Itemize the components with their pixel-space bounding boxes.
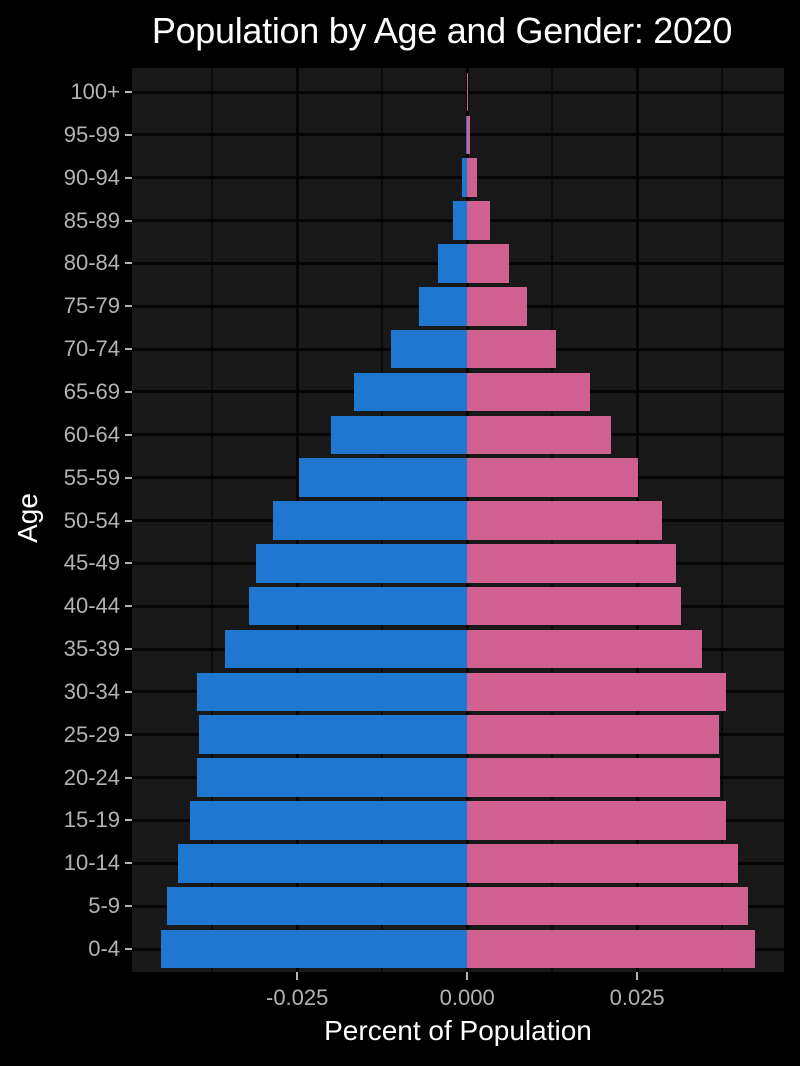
y-tick bbox=[125, 690, 132, 693]
y-tick bbox=[125, 176, 132, 179]
male-bar-75-79 bbox=[418, 286, 468, 326]
male-bar-55-59 bbox=[299, 458, 468, 497]
y-tick-label: 65-69 bbox=[63, 378, 120, 404]
y-tick-label: 90-94 bbox=[63, 164, 120, 190]
female-bar-70-74 bbox=[467, 329, 557, 369]
chart-title: Population by Age and Gender: 2020 bbox=[151, 10, 733, 51]
y-tick-label: 35-39 bbox=[63, 636, 120, 662]
y-tick bbox=[125, 433, 132, 436]
male-bar-60-64 bbox=[330, 415, 468, 455]
y-tick-label: 50-54 bbox=[63, 507, 120, 533]
female-bar-80-84 bbox=[467, 244, 510, 283]
x-tick bbox=[636, 972, 639, 980]
female-bar-30-34 bbox=[467, 672, 727, 712]
male-bar-15-19 bbox=[190, 801, 468, 840]
y-tick-label: 85-89 bbox=[63, 207, 120, 233]
female-bar-85-89 bbox=[467, 201, 491, 240]
y-tick-label: 40-44 bbox=[63, 593, 120, 619]
male-bar-0-4 bbox=[161, 929, 468, 969]
y-tick-label: 70-74 bbox=[63, 336, 120, 362]
y-tick-label: 75-79 bbox=[63, 293, 120, 319]
male-bar-35-39 bbox=[225, 629, 468, 669]
female-bar-20-24 bbox=[467, 758, 721, 797]
y-tick bbox=[125, 476, 132, 479]
male-bar-85-89 bbox=[452, 201, 468, 240]
x-tick-label: 0.025 bbox=[609, 985, 665, 1010]
female-bar-75-79 bbox=[467, 286, 527, 326]
y-tick bbox=[125, 862, 132, 865]
female-bar-0-4 bbox=[467, 929, 756, 969]
male-bar-80-84 bbox=[437, 244, 468, 283]
y-tick bbox=[125, 91, 132, 93]
x-tick-label: -0.025 bbox=[266, 985, 329, 1010]
y-tick bbox=[125, 733, 132, 736]
y-tick bbox=[125, 776, 132, 779]
y-tick bbox=[125, 305, 132, 308]
male-bar-65-69 bbox=[354, 372, 468, 412]
gridline-horizontal bbox=[132, 133, 784, 137]
y-tick-label: 60-64 bbox=[63, 421, 120, 447]
female-bar-60-64 bbox=[467, 415, 612, 455]
male-bar-10-14 bbox=[177, 844, 468, 883]
y-tick-label: 5-9 bbox=[88, 893, 120, 919]
x-axis-title: Percent of Population bbox=[324, 1015, 592, 1046]
male-bar-25-29 bbox=[199, 715, 468, 755]
male-bar-40-44 bbox=[248, 586, 468, 626]
y-tick bbox=[125, 390, 132, 393]
y-tick-label: 95-99 bbox=[63, 121, 120, 147]
male-bar-45-49 bbox=[256, 544, 468, 583]
y-tick bbox=[125, 948, 132, 950]
y-tick-label: 25-29 bbox=[63, 721, 120, 747]
y-tick-label: 55-59 bbox=[63, 464, 120, 490]
female-bar-40-44 bbox=[467, 586, 682, 626]
gridline-horizontal bbox=[132, 176, 784, 180]
female-bar-25-29 bbox=[467, 715, 720, 755]
female-bar-5-9 bbox=[467, 886, 748, 926]
y-tick bbox=[125, 905, 132, 908]
y-tick-label: 15-19 bbox=[63, 807, 120, 833]
female-bar-10-14 bbox=[467, 844, 739, 883]
y-tick bbox=[125, 262, 132, 265]
y-tick bbox=[125, 648, 132, 651]
female-bar-45-49 bbox=[467, 544, 676, 583]
y-tick bbox=[125, 562, 132, 565]
male-bar-20-24 bbox=[197, 758, 468, 797]
female-bar-15-19 bbox=[467, 801, 727, 840]
y-tick bbox=[125, 348, 132, 351]
y-tick bbox=[125, 219, 132, 222]
y-tick-label: 80-84 bbox=[63, 250, 120, 276]
y-tick-label: 20-24 bbox=[63, 764, 120, 790]
female-bar-65-69 bbox=[467, 372, 591, 412]
x-tick-label: 0.000 bbox=[439, 985, 495, 1010]
female-bar-100+ bbox=[467, 72, 469, 112]
female-bar-95-99 bbox=[467, 115, 470, 155]
male-bar-5-9 bbox=[167, 886, 468, 926]
gridline-horizontal bbox=[132, 90, 784, 94]
male-bar-30-34 bbox=[197, 672, 468, 712]
y-tick-label: 30-34 bbox=[63, 678, 120, 704]
male-bar-95-99 bbox=[465, 115, 468, 155]
female-bar-55-59 bbox=[467, 458, 638, 497]
y-tick-label: 10-14 bbox=[63, 850, 120, 876]
y-tick-label: 0-4 bbox=[88, 936, 120, 961]
x-tick bbox=[296, 972, 299, 980]
female-bar-35-39 bbox=[467, 629, 703, 669]
female-bar-50-54 bbox=[467, 501, 663, 540]
y-tick bbox=[125, 133, 132, 136]
male-bar-90-94 bbox=[462, 158, 468, 197]
female-bar-90-94 bbox=[467, 158, 478, 197]
y-tick-label: 100+ bbox=[70, 79, 120, 104]
male-bar-50-54 bbox=[273, 501, 468, 540]
y-tick bbox=[125, 819, 132, 822]
y-tick bbox=[125, 519, 132, 522]
x-tick bbox=[466, 972, 469, 980]
y-tick bbox=[125, 605, 132, 608]
y-axis-title: Age bbox=[12, 493, 43, 543]
male-bar-70-74 bbox=[391, 329, 468, 369]
y-tick-label: 45-49 bbox=[63, 550, 120, 576]
